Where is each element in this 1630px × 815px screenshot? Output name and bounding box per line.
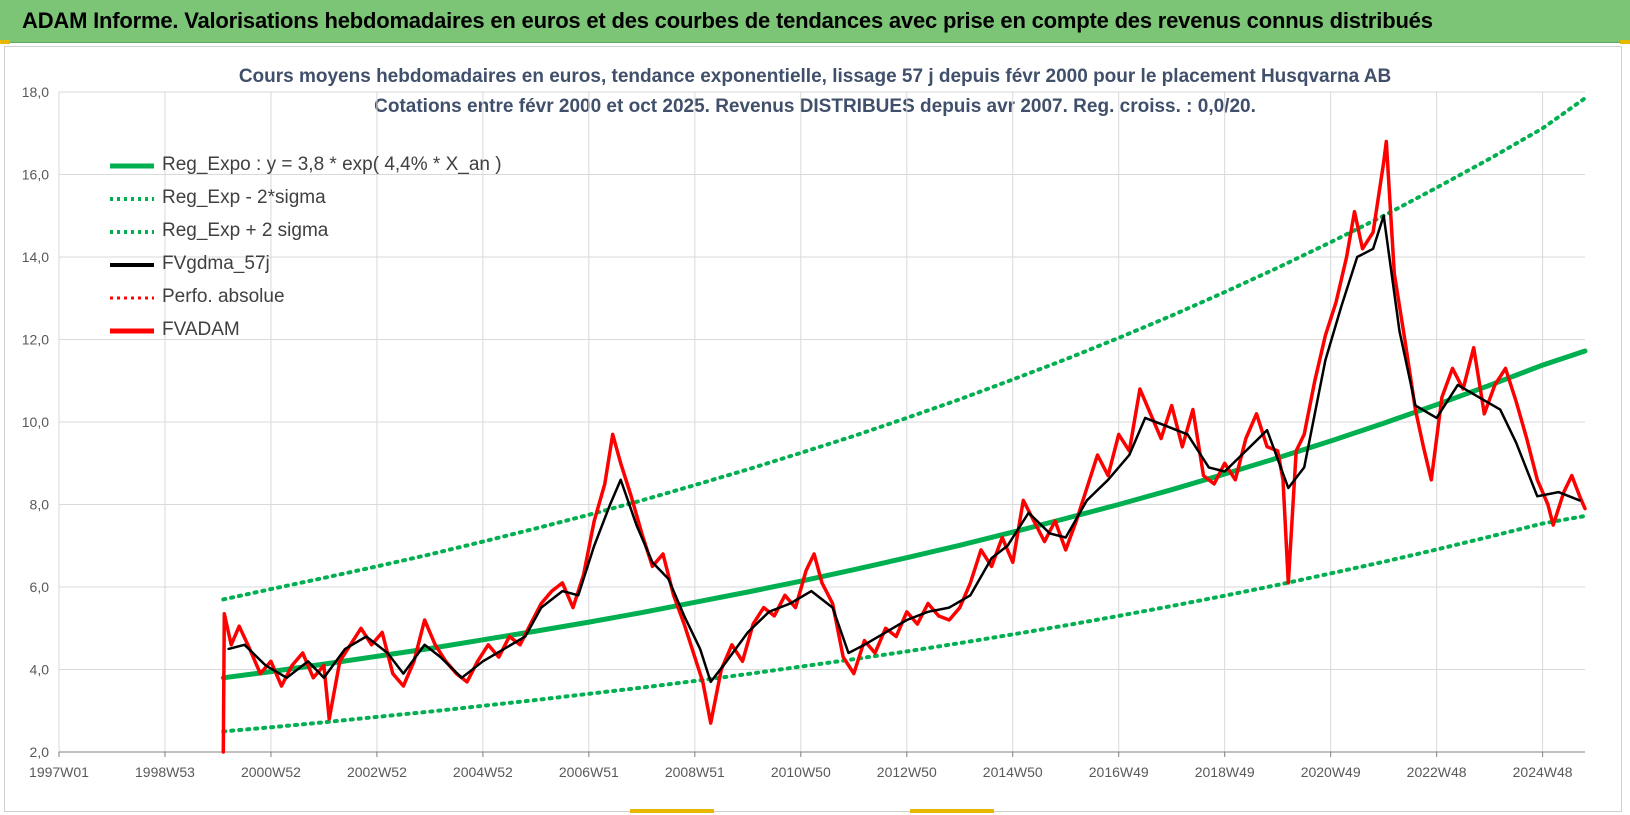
y-axis: 2,0 4,0 6,0 8,0 10,0 12,0 14,0 16,0 18,0 [22,84,49,760]
corner-mark-right [1620,40,1630,44]
legend-swatch-fvadam [110,328,154,334]
y-tick-label: 12,0 [22,332,49,348]
x-tick-label: 2006W51 [559,764,619,780]
series-line-0 [220,348,1588,681]
y-tick-label: 18,0 [22,84,49,100]
x-tick-label: 2004W52 [453,764,513,780]
series-line-2 [221,96,1587,602]
header-bar: ADAM Informe. Valorisations hebdomadaire… [0,0,1630,43]
x-tick-label: 1998W53 [135,764,195,780]
series-line-3 [227,214,1581,684]
x-tick-label: 2024W48 [1513,764,1573,780]
x-tick-label: 2018W49 [1195,764,1255,780]
series-line-5 [221,139,1587,754]
legend-swatch-reg-exp-plus [110,230,154,234]
x-tick-label: 2012W50 [877,764,937,780]
x-tick-label: 1997W01 [29,764,89,780]
y-tick-label: 6,0 [30,579,50,595]
chart-title-line-2: Cotations entre févr 2000 et oct 2025. R… [374,96,1256,117]
y-tick-label: 10,0 [22,414,49,430]
y-tick-label: 2,0 [30,744,50,760]
x-axis: 1997W01 1998W53 2000W52 2002W52 2004W52 2006W… [29,751,1585,780]
x-tick-label: 2002W52 [347,764,407,780]
legend-swatch-fvgdma [110,263,154,267]
legend-label-reg-expo: Reg_Expo : y = 3,8 * exp( 4,4% * X_an ) [162,154,502,175]
corner-mark-left [0,40,10,44]
x-tick-label: 2022W48 [1407,764,1467,780]
x-tick-label: 2016W49 [1089,764,1149,780]
chart-frame [4,46,1622,812]
x-tick-label: 2014W50 [983,764,1043,780]
header-title: ADAM Informe. Valorisations hebdomadaire… [22,8,1433,33]
chart-gridlines [58,91,1585,753]
bottom-mark-left [630,809,714,813]
x-tick-label: 2000W52 [241,764,301,780]
x-tick-label: 2010W50 [771,764,831,780]
legend-label-fvgdma: FVgdma_57j [162,253,270,274]
legend-swatch-perfo-absolue [110,296,154,300]
x-tick-label: 2008W51 [665,764,725,780]
y-tick-label: 8,0 [30,497,50,513]
y-tick-label: 4,0 [30,662,50,678]
legend-swatch-reg-exp-minus [110,197,154,201]
bottom-mark-right [910,809,994,813]
legend-label-reg-exp-minus: Reg_Exp - 2*sigma [162,187,326,208]
legend-swatch-reg-expo [110,163,154,169]
chart-title-line-1: Cours moyens hebdomadaires en euros, ten… [238,66,1392,87]
legend-label-perfo-absolue: Perfo. absolue [162,286,285,307]
legend-label-fvadam: FVADAM [162,319,240,340]
chart-series [220,96,1588,754]
x-tick-label: 2020W49 [1301,764,1361,780]
y-tick-label: 14,0 [22,249,49,265]
series-line-1 [221,514,1587,734]
legend-label-reg-exp-plus: Reg_Exp + 2 sigma [162,220,329,241]
y-tick-label: 16,0 [22,167,49,183]
